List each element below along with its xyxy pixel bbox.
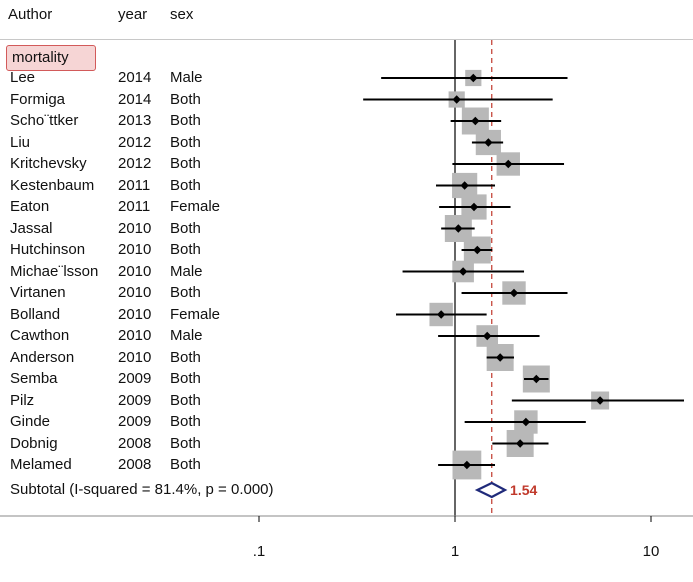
study-point-estimate [460,181,469,190]
study-sex: Both [170,284,201,301]
study-sex: Both [170,348,201,366]
x-axis-tick-label: .1 [253,543,266,560]
column-header-author: Author [8,6,53,23]
study-author: Lee [10,69,36,86]
study-year: 2014 [118,90,152,108]
study-year: 2009 [118,391,152,409]
column-header-year: year [118,6,148,23]
study-author: Jassal [10,219,53,237]
pooled-value-label: 1.54 [510,482,537,498]
x-axis-tick-label: 1 [451,543,459,560]
study-point-estimate [452,95,461,104]
study-year: 2010 [118,241,152,258]
group-label-mortality: mortality [6,45,96,71]
study-year: 2012 [118,133,152,151]
study-author: Michae¨lsson [10,262,99,280]
study-year: 2010 [118,305,152,323]
study-sex: Male [170,327,203,344]
study-point-estimate [484,138,493,147]
study-point-estimate [509,288,519,298]
study-year: 2011 [118,176,151,194]
study-author: Anderson [10,348,75,366]
study-point-estimate [483,331,492,341]
study-year: 2013 [118,112,152,129]
study-sex: Male [170,262,203,280]
study-sex: Both [170,176,201,194]
study-author: Hutchinson [10,241,86,258]
study-point-estimate [473,245,482,255]
study-author: Liu [10,133,31,151]
study-point-estimate [436,310,446,319]
study-year: 2010 [118,327,152,344]
column-header-sex: sex [170,6,194,23]
study-author: Cawthon [10,327,70,344]
study-point-estimate [532,374,541,384]
study-point-estimate [471,116,480,126]
study-author: Dobnig [10,434,58,452]
study-sex: Both [170,391,201,409]
study-sex: Both [170,241,201,258]
study-year: 2008 [118,434,152,452]
study-year: 2009 [118,370,152,387]
x-axis-tick-label: 10 [643,543,660,560]
study-author: Kritchevsky [10,155,87,172]
header-divider [0,39,693,40]
study-point-estimate [495,353,505,362]
study-author: Scho¨ttker [10,112,79,129]
study-point-estimate [504,159,513,169]
study-point-estimate [595,396,605,405]
study-year: 2010 [118,348,152,366]
study-sex: Both [170,90,201,108]
study-point-estimate [454,224,463,233]
study-sex: Both [170,112,201,129]
study-sex: Both [170,413,201,430]
study-year: 2011 [118,198,151,215]
study-year: 2008 [118,456,152,473]
pooled-diamond [474,481,508,499]
study-point-estimate [469,202,479,212]
study-sex: Female [170,198,221,215]
study-sex: Both [170,456,201,473]
study-sex: Both [170,133,201,151]
study-year: 2009 [118,413,152,430]
study-year: 2012 [118,155,152,172]
study-author: Pilz [10,391,35,409]
study-author: Eaton [10,198,50,215]
study-year: 2014 [118,69,152,86]
study-author: Semba [10,370,58,387]
study-author: Kestenbaum [10,176,95,194]
study-author: Formiga [10,90,66,108]
study-author: Bolland [10,305,61,323]
study-point-estimate [515,439,525,448]
study-sex: Both [170,219,201,237]
study-author: Virtanen [10,284,66,301]
study-sex: Both [170,370,201,387]
study-sex: Both [170,434,201,452]
study-year: 2010 [118,284,152,301]
study-point-estimate [462,460,472,470]
study-sex: Male [170,69,203,86]
study-year: 2010 [118,219,152,237]
study-sex: Female [170,305,221,323]
subtotal-label: Subtotal (I-squared = 81.4%, p = 0.000) [10,481,274,498]
study-author: Melamed [10,456,72,473]
study-author: Ginde [10,413,51,430]
study-year: 2010 [118,262,152,280]
study-point-estimate [469,73,478,83]
study-point-estimate [458,267,468,276]
study-point-estimate [521,417,531,427]
study-sex: Both [170,155,201,172]
